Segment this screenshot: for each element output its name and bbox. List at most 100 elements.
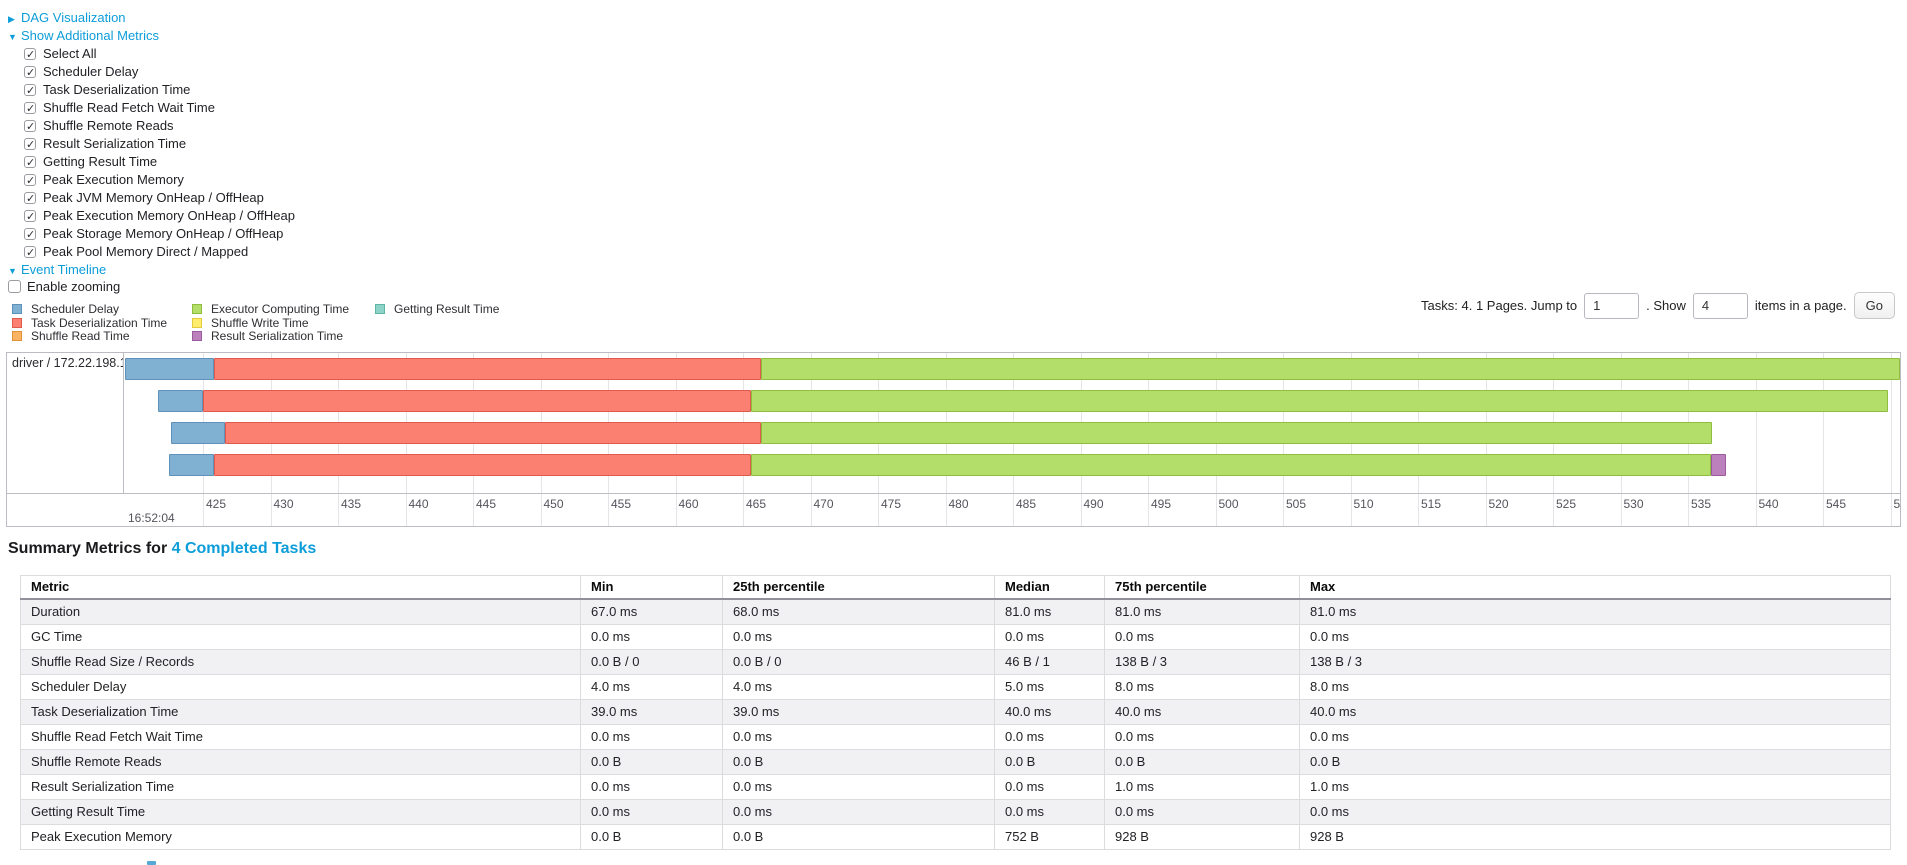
task-bar-segment-result-serialization-time[interactable] — [1710, 454, 1726, 476]
event-timeline-chart: driver / 172.22.198.104 16:52:04 425 430 4… — [6, 352, 1901, 527]
axis-tick-label: 465 — [746, 497, 767, 511]
enable-zooming-label: Enable zooming — [27, 279, 121, 294]
metric-value-cell: 67.0 ms — [580, 598, 723, 625]
task-bar-segment-scheduler-delay[interactable] — [169, 454, 214, 476]
legend-swatch-icon — [12, 331, 22, 341]
metric-value-cell: 0.0 ms — [1299, 799, 1891, 825]
legend-item-shuffle-read-time: Shuffle Read Time — [12, 330, 167, 343]
legend-item-executor-computing-time: Executor Computing Time — [192, 303, 349, 316]
metric-name-cell: Shuffle Read Fetch Wait Time — [20, 724, 581, 750]
dag-visualization-toggle[interactable]: ▶ DAG Visualization — [8, 9, 295, 27]
metric-value-cell: 0.0 ms — [722, 774, 995, 800]
task-bar-segment-task-deserialization-time[interactable] — [203, 390, 752, 412]
axis-tick-label: 525 — [1556, 497, 1577, 511]
summary-metrics-title: Summary Metrics for 4 Completed Tasks — [8, 540, 316, 558]
axis-gridline — [1823, 353, 1824, 526]
axis-tick-label: 450 — [543, 497, 564, 511]
legend-swatch-icon — [192, 317, 202, 328]
summary-table-header-row: Metric Min 25th percentile Median 75th perce… — [20, 575, 1891, 600]
legend-swatch-icon — [12, 317, 22, 328]
metric-option-peak-execution-memory-onheap-offheap: Peak Execution Memory OnHeap / OffHeap — [8, 207, 295, 226]
axis-tick-label: 425 — [206, 497, 227, 511]
page-size-input[interactable] — [1692, 292, 1748, 319]
task-bar-segment-executor-computing-time[interactable] — [751, 454, 1711, 476]
task-bar-segment-task-deserialization-time[interactable] — [224, 422, 761, 444]
checkbox-shuffle-remote-reads[interactable] — [24, 118, 36, 136]
legend-item-shuffle-write-time: Shuffle Write Time — [192, 316, 349, 330]
legend-label: Executor Computing Time — [211, 302, 350, 316]
timeline-group-column: driver / 172.22.198.104 — [7, 353, 124, 493]
checkbox-label: Peak Pool Memory Direct / Mapped — [43, 244, 249, 259]
show-additional-metrics-toggle[interactable]: ▼ Show Additional Metrics — [8, 27, 295, 45]
summary-title-prefix: Summary Metrics for — [8, 540, 172, 557]
axis-tick-label: 540 — [1758, 497, 1779, 511]
column-header-min: Min — [580, 575, 723, 600]
table-row-task-deserialization-time: Task Deserialization Time 39.0 ms 39.0 ms 4… — [20, 699, 1891, 725]
metric-value-cell: 928 B — [1104, 824, 1300, 850]
checkbox-label: Peak JVM Memory OnHeap / OffHeap — [43, 190, 264, 205]
checkbox-peak-pool-memory-direct-mapped[interactable] — [24, 244, 36, 262]
legend-label: Task Deserialization Time — [31, 315, 168, 330]
metric-option-result-serialization-time: Result Serialization Time — [8, 135, 295, 154]
enable-zooming-checkbox[interactable] — [8, 280, 21, 293]
metric-name-cell: Shuffle Remote Reads — [20, 749, 581, 775]
table-row-duration: Duration 67.0 ms 68.0 ms 81.0 ms 81.0 ms 81.0… — [20, 598, 1891, 625]
checkbox-label: Scheduler Delay — [43, 64, 139, 79]
checkbox-peak-execution-memory[interactable] — [24, 172, 36, 190]
timeline-task-bars — [124, 353, 1900, 493]
metric-value-cell: 1.0 ms — [1299, 774, 1891, 800]
axis-major-time-label: 16:52:04 — [128, 511, 175, 525]
axis-tick-label: 445 — [476, 497, 497, 511]
checkbox-scheduler-delay[interactable] — [24, 64, 36, 82]
checkbox-peak-storage-memory-onheap-offheap[interactable] — [24, 226, 36, 244]
checkbox-label: Peak Storage Memory OnHeap / OffHeap — [43, 226, 284, 241]
axis-tick-label: 430 — [273, 497, 294, 511]
task-bar-segment-task-deserialization-time[interactable] — [213, 454, 752, 476]
completed-tasks-link[interactable]: 4 Completed Tasks — [171, 540, 317, 557]
checkbox-select-all[interactable] — [24, 46, 36, 64]
checkbox-peak-jvm-memory-onheap-offheap[interactable] — [24, 190, 36, 208]
event-timeline-toggle[interactable]: ▼ Event Timeline — [8, 261, 295, 279]
checkbox-result-serialization-time[interactable] — [24, 136, 36, 154]
next-section-clipped — [147, 861, 156, 865]
metric-value-cell: 0.0 ms — [580, 724, 723, 750]
task-bar-segment-scheduler-delay[interactable] — [158, 390, 203, 412]
checkbox-shuffle-read-fetch-wait-time[interactable] — [24, 100, 36, 118]
timeline-axis: 16:52:04 425 430 435 440 445 450 455 460 465 470 4… — [124, 494, 1900, 526]
task-bar-segment-executor-computing-time[interactable] — [760, 422, 1713, 444]
metric-value-cell: 0.0 ms — [722, 799, 995, 825]
table-row-getting-result-time: Getting Result Time 0.0 ms 0.0 ms 0.0 ms 0.0… — [20, 799, 1891, 825]
checkbox-label: Peak Execution Memory — [43, 172, 184, 187]
metric-value-cell: 0.0 ms — [994, 724, 1105, 750]
axis-tick-label: 510 — [1353, 497, 1374, 511]
checkbox-getting-result-time[interactable] — [24, 154, 36, 172]
go-button[interactable]: Go — [1853, 292, 1895, 319]
metric-value-cell: 0.0 ms — [580, 799, 723, 825]
metric-name-cell: Task Deserialization Time — [20, 699, 581, 725]
metric-value-cell: 0.0 ms — [1299, 724, 1891, 750]
task-bar-segment-executor-computing-time[interactable] — [760, 358, 1900, 380]
metric-name-cell: Peak Execution Memory — [20, 824, 581, 850]
checkbox-peak-execution-memory-onheap-offheap[interactable] — [24, 208, 36, 226]
task-bar-segment-executor-computing-time[interactable] — [751, 390, 1888, 412]
metric-value-cell: 5.0 ms — [994, 674, 1105, 700]
checkbox-task-deserialization-time[interactable] — [24, 82, 36, 100]
timeline-axis-divider — [7, 493, 1900, 494]
axis-tick-label: 535 — [1691, 497, 1712, 511]
metric-value-cell: 138 B / 3 — [1299, 649, 1891, 675]
task-bar-segment-scheduler-delay[interactable] — [124, 358, 214, 380]
metric-value-cell: 0.0 B — [722, 824, 995, 850]
axis-tick-label: 515 — [1421, 497, 1442, 511]
metric-value-cell: 0.0 ms — [580, 774, 723, 800]
task-bar-segment-scheduler-delay[interactable] — [170, 422, 225, 444]
task-bar-segment-task-deserialization-time[interactable] — [213, 358, 761, 380]
metric-value-cell: 0.0 B — [580, 749, 723, 775]
metric-value-cell: 0.0 B — [994, 749, 1105, 775]
metric-value-cell: 0.0 B — [580, 824, 723, 850]
metric-value-cell: 0.0 ms — [722, 724, 995, 750]
axis-tick-label: 545 — [1826, 497, 1847, 511]
jump-to-page-input[interactable] — [1584, 292, 1640, 319]
axis-tick-label: 460 — [678, 497, 699, 511]
legend-swatch-icon — [192, 331, 202, 341]
metric-option-getting-result-time: Getting Result Time — [8, 153, 295, 172]
